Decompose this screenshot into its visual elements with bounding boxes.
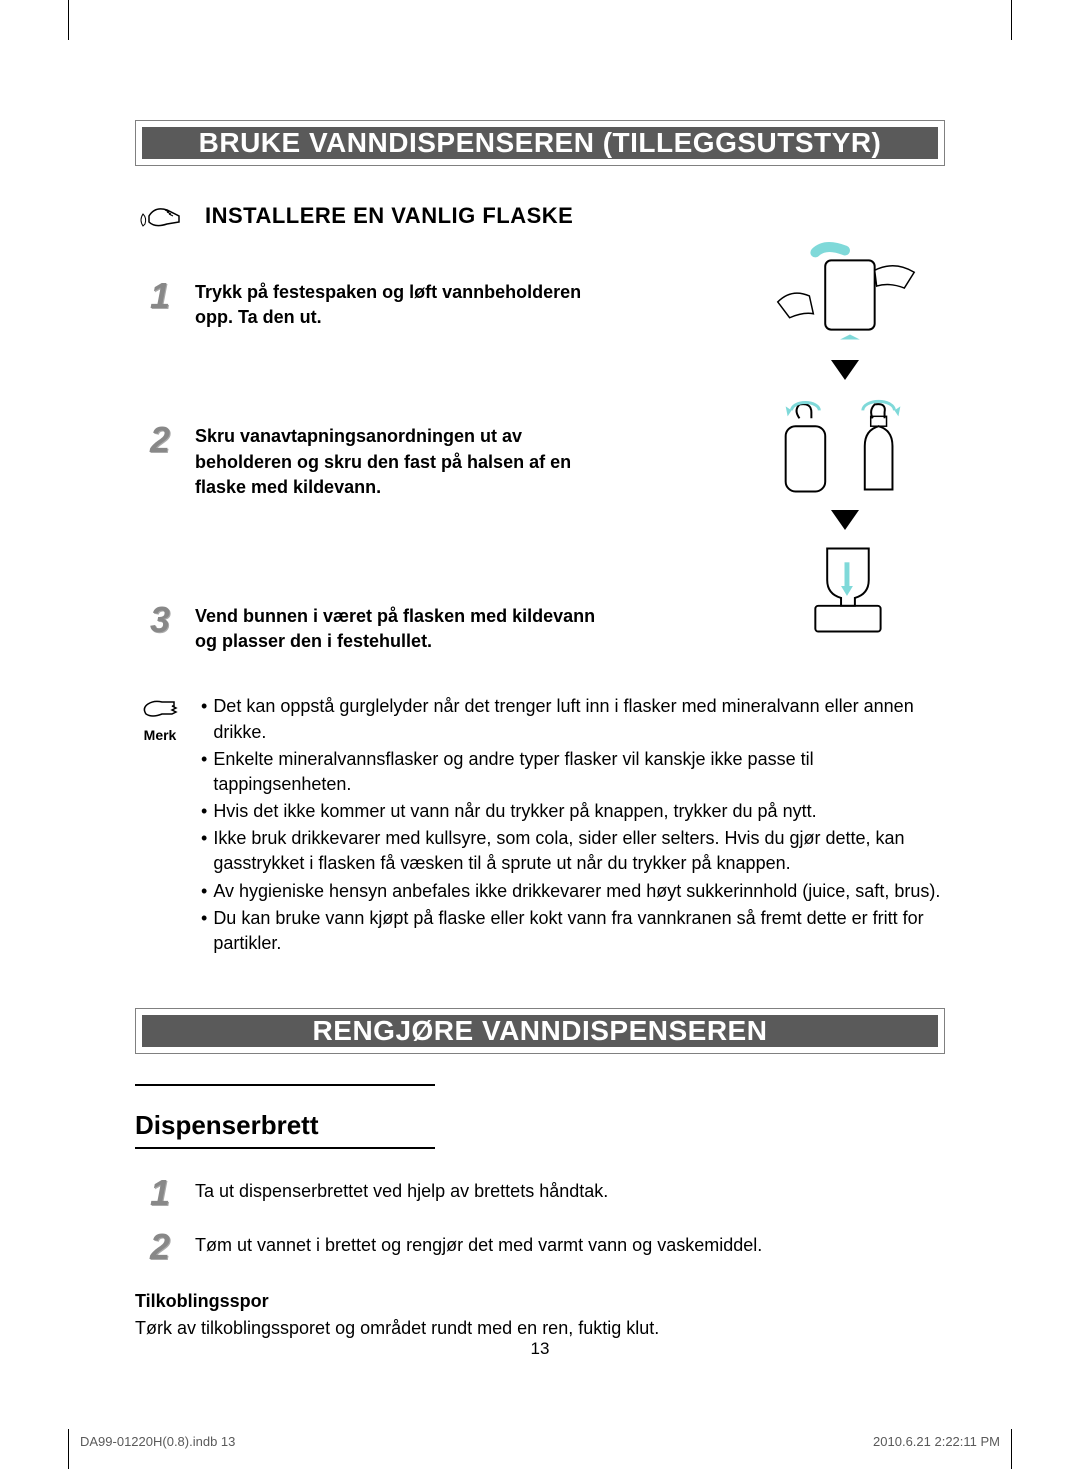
step-text-2: Skru vanavtapningsanordningen ut av beho… (195, 420, 615, 500)
step-num-b1: 1 (150, 1172, 170, 1214)
crop-mark (68, 0, 69, 40)
step-number-icon: 2 (135, 420, 185, 460)
section-title-2: Dispenserbrett (135, 1110, 945, 1141)
illustration-step-2 (755, 390, 935, 500)
section-title-1: INSTALLERE EN VANLIG FLASKE (205, 203, 573, 229)
step-text-b2: Tøm ut vannet i brettet og rengjør det m… (195, 1227, 762, 1258)
hand-remove-icon (135, 196, 185, 236)
note-item: Hvis det ikke kommer ut vann når du tryk… (213, 799, 816, 824)
note-item: Du kan bruke vann kjøpt på flaske eller … (213, 906, 945, 956)
step-number-icon: 3 (135, 600, 185, 640)
banner-text-2: RENGJØRE VANNDISPENSEREN (313, 1015, 768, 1047)
note-item: Ikke bruk drikkevarer med kullsyre, som … (213, 826, 945, 876)
illustration-step-1 (755, 240, 935, 350)
note-label: Merk (135, 727, 185, 743)
subsection-bold: Tilkoblingsspor (135, 1291, 945, 1312)
title-rule (135, 1147, 435, 1149)
step-num-b2: 2 (150, 1226, 170, 1268)
banner-title-1: BRUKE VANNDISPENSEREN (TILLEGGSUTSTYR) (135, 120, 945, 166)
note-hand-icon (140, 709, 180, 726)
crop-mark (1011, 1429, 1012, 1469)
down-arrow-icon (831, 360, 859, 380)
note-item: Det kan oppstå gurglelyder når det treng… (213, 694, 945, 744)
title-rule (135, 1084, 435, 1086)
banner-text-1: BRUKE VANNDISPENSEREN (TILLEGGSUTSTYR) (199, 127, 882, 159)
subsection-text: Tørk av tilkoblingssporet og området run… (135, 1316, 945, 1341)
step-text-1: Trykk på festespaken og løft vannbeholde… (195, 276, 615, 330)
step-text-3: Vend bunnen i været på flasken med kilde… (195, 600, 615, 654)
step-number-icon: 1 (135, 276, 185, 316)
crop-mark (1011, 0, 1012, 40)
step-number-icon: 2 (135, 1227, 185, 1267)
step-num-2: 2 (150, 419, 170, 461)
illustration-step-3 (755, 540, 935, 640)
page-number: 13 (0, 1339, 1080, 1359)
banner-title-2: RENGJØRE VANNDISPENSEREN (135, 1008, 945, 1054)
step-text-b1: Ta ut dispenserbrettet ved hjelp av bret… (195, 1173, 608, 1204)
down-arrow-icon (831, 510, 859, 530)
note-item: Enkelte mineralvannsflasker og andre typ… (213, 747, 945, 797)
note-item: Av hygieniske hensyn anbefales ikke drik… (213, 879, 940, 904)
step-num-3: 3 (150, 599, 170, 641)
step-number-icon: 1 (135, 1173, 185, 1213)
crop-mark (68, 1429, 69, 1469)
footer-left: DA99-01220H(0.8).indb 13 (80, 1434, 235, 1449)
step-num-1: 1 (150, 275, 170, 317)
note-list: •Det kan oppstå gurglelyder når det tren… (201, 694, 945, 958)
footer-right: 2010.6.21 2:22:11 PM (873, 1434, 1000, 1449)
